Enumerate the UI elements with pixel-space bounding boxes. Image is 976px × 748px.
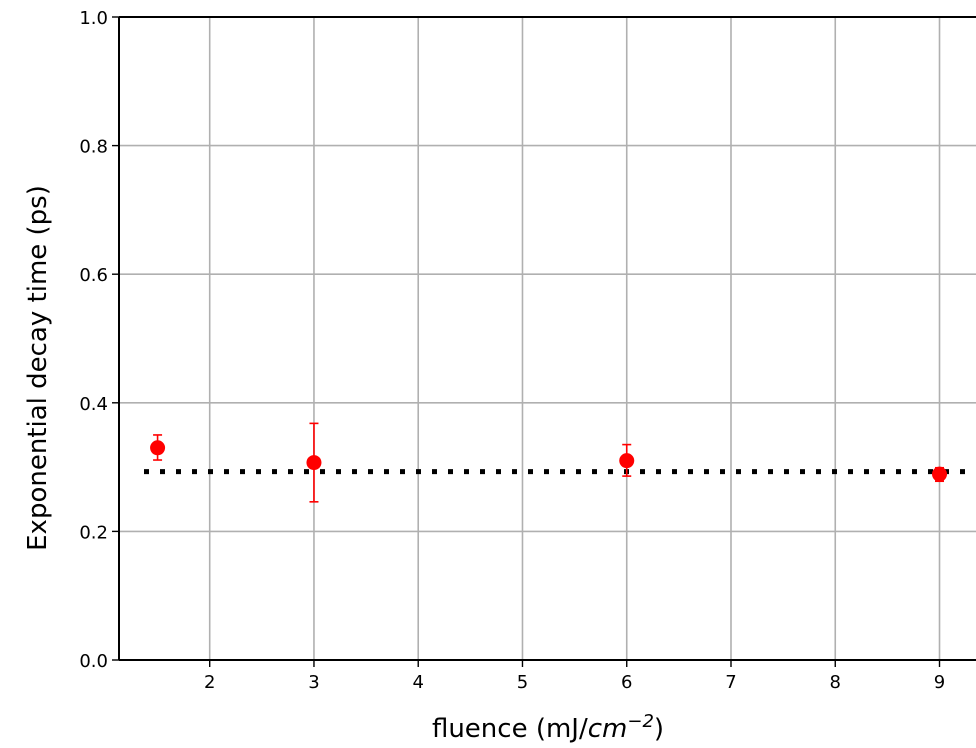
data-point <box>150 440 166 456</box>
y-tick-label: 0.2 <box>79 522 108 543</box>
x-axis-label-text: fluence (mJ/ <box>432 714 588 744</box>
y-tick-label: 0.0 <box>79 651 108 672</box>
x-axis-label-exponent: −2 <box>627 711 654 732</box>
axes <box>112 16 976 667</box>
x-axis-label-math: cm <box>588 714 628 744</box>
x-tick-label: 7 <box>725 672 736 693</box>
x-tick-label: 8 <box>830 672 841 693</box>
y-tick-label: 0.4 <box>79 394 108 415</box>
x-tick-label: 4 <box>412 672 423 693</box>
x-tick-label: 5 <box>517 672 528 693</box>
data-point <box>619 453 635 469</box>
x-tick-label: 6 <box>621 672 632 693</box>
data-points <box>150 422 948 503</box>
data-point <box>932 466 948 482</box>
tick-labels: 2 3 4 5 6 7 8 9 0.0 0.2 0.4 0.6 0.8 1.0 <box>79 8 945 693</box>
y-axis-label: Exponential decay time (ps) <box>23 185 53 551</box>
y-tick-label: 0.8 <box>79 137 108 158</box>
grid <box>119 16 976 661</box>
x-tick-label: 9 <box>934 672 945 693</box>
y-tick-label: 0.6 <box>79 265 108 286</box>
data-point <box>306 455 322 471</box>
x-tick-label: 2 <box>204 672 215 693</box>
x-axis-label-suffix: ) <box>654 714 664 744</box>
x-tick-label: 3 <box>308 672 319 693</box>
y-tick-label: 1.0 <box>79 8 108 29</box>
x-axis-label: fluence (mJ/cm−2) <box>432 711 664 745</box>
